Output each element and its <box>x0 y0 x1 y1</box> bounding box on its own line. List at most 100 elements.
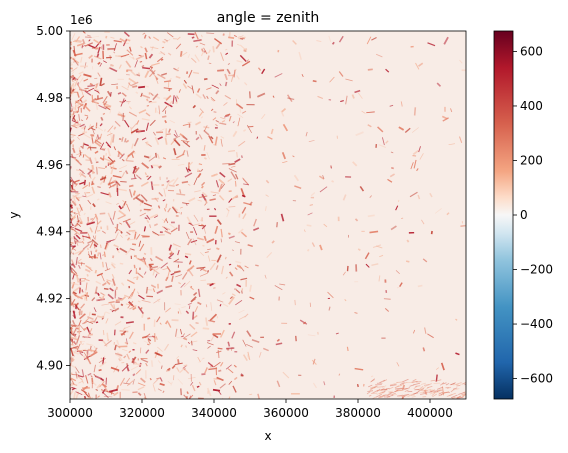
terrain-stroke <box>193 176 198 186</box>
terrain-stroke <box>72 350 79 355</box>
terrain-stroke <box>80 293 88 298</box>
terrain-stroke <box>177 163 185 166</box>
terrain-stroke <box>378 275 381 282</box>
terrain-stroke <box>241 177 245 180</box>
terrain-stroke <box>366 391 371 395</box>
terrain-stroke <box>118 205 123 210</box>
terrain-stroke <box>143 340 149 344</box>
terrain-stroke <box>71 119 79 124</box>
terrain-stroke <box>77 280 86 283</box>
terrain-stroke <box>84 62 87 69</box>
terrain-stroke <box>98 104 107 110</box>
terrain-stroke <box>97 186 101 188</box>
terrain-stroke <box>188 197 196 203</box>
terrain-stroke <box>91 100 100 105</box>
terrain-stroke <box>70 225 73 229</box>
terrain-stroke <box>237 117 241 127</box>
terrain-stroke <box>148 156 156 162</box>
terrain-stroke <box>427 333 434 339</box>
terrain-stroke <box>95 166 98 175</box>
terrain-stroke <box>72 120 79 127</box>
terrain-stroke <box>111 278 116 286</box>
x-tick-label: 360000 <box>263 406 309 420</box>
terrain-stroke <box>136 73 141 77</box>
terrain-stroke <box>198 358 204 364</box>
terrain-stroke <box>96 134 100 140</box>
terrain-stroke <box>161 72 168 76</box>
terrain-stroke <box>97 395 100 398</box>
terrain-stroke <box>176 367 180 372</box>
terrain-stroke <box>164 320 169 325</box>
terrain-stroke <box>240 155 243 159</box>
terrain-stroke <box>156 56 164 63</box>
terrain-stroke <box>84 42 94 47</box>
terrain-stroke <box>301 74 304 78</box>
terrain-stroke <box>130 128 139 134</box>
terrain-stroke <box>152 231 160 236</box>
terrain-stroke <box>165 218 169 224</box>
terrain-stroke <box>70 298 76 306</box>
terrain-stroke <box>141 118 150 121</box>
terrain-stroke <box>142 335 148 339</box>
terrain-stroke <box>192 238 197 246</box>
terrain-stroke <box>396 362 400 367</box>
terrain-stroke <box>164 120 167 124</box>
terrain-stroke <box>94 89 100 93</box>
terrain-stroke <box>120 296 126 302</box>
terrain-stroke <box>151 268 160 275</box>
terrain-stroke <box>87 253 93 260</box>
terrain-stroke <box>409 191 418 198</box>
terrain-stroke <box>391 167 394 170</box>
terrain-stroke <box>150 165 154 169</box>
terrain-stroke <box>234 173 239 180</box>
terrain-stroke <box>157 360 161 364</box>
terrain-stroke <box>162 106 168 113</box>
terrain-stroke <box>197 199 202 202</box>
terrain-stroke <box>177 249 180 256</box>
terrain-stroke <box>82 154 85 158</box>
terrain-stroke <box>380 388 388 391</box>
terrain-stroke <box>148 101 152 103</box>
terrain-stroke <box>286 94 293 102</box>
terrain-stroke <box>89 82 93 86</box>
terrain-stroke <box>233 34 238 38</box>
terrain-stroke <box>111 83 119 86</box>
terrain-stroke <box>200 185 204 189</box>
terrain-stroke <box>103 395 113 398</box>
terrain-stroke <box>148 53 154 59</box>
terrain-stroke <box>199 252 205 257</box>
terrain-stroke <box>102 357 105 365</box>
terrain-stroke <box>140 358 149 363</box>
terrain-stroke <box>149 66 153 72</box>
terrain-stroke <box>366 111 375 114</box>
terrain-stroke <box>150 62 160 67</box>
terrain-stroke <box>165 203 168 209</box>
terrain-stroke <box>198 163 203 166</box>
terrain-stroke <box>459 136 463 144</box>
terrain-stroke <box>230 171 237 180</box>
terrain-stroke <box>431 392 436 397</box>
terrain-stroke <box>402 378 409 383</box>
terrain-stroke <box>83 78 89 82</box>
terrain-stroke <box>189 340 198 343</box>
terrain-stroke <box>434 379 442 382</box>
terrain-stroke <box>156 377 161 380</box>
terrain-stroke <box>371 386 378 390</box>
terrain-stroke <box>72 292 77 297</box>
terrain-stroke <box>85 350 89 357</box>
terrain-stroke <box>276 380 281 388</box>
terrain-stroke <box>164 230 172 235</box>
terrain-stroke <box>351 94 355 99</box>
terrain-stroke <box>87 233 92 240</box>
terrain-stroke <box>435 367 439 370</box>
terrain-stroke <box>210 108 214 112</box>
terrain-stroke <box>432 391 440 394</box>
terrain-stroke <box>116 202 120 205</box>
terrain-stroke <box>412 392 419 395</box>
terrain-stroke <box>451 397 456 399</box>
terrain-stroke <box>118 358 121 362</box>
terrain-stroke <box>198 381 202 386</box>
terrain-stroke <box>190 239 198 243</box>
terrain-stroke <box>413 382 421 386</box>
terrain-stroke <box>195 121 201 126</box>
